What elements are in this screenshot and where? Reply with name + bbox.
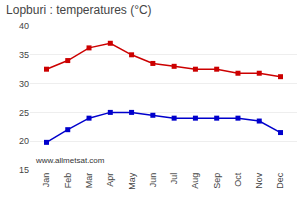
svg-text:Jun: Jun (148, 173, 158, 188)
svg-text:40: 40 (19, 21, 29, 31)
svg-text:Lopburi : temperatures (°C): Lopburi : temperatures (°C) (6, 3, 152, 17)
svg-text:May: May (127, 172, 137, 190)
svg-text:Oct: Oct (233, 172, 243, 187)
svg-text:Dec: Dec (275, 172, 285, 189)
svg-text:25: 25 (19, 108, 29, 118)
svg-text:30: 30 (19, 79, 29, 89)
svg-text:35: 35 (19, 50, 29, 60)
svg-text:Jan: Jan (41, 173, 51, 188)
svg-text:20: 20 (19, 136, 29, 146)
svg-text:Aug: Aug (190, 173, 200, 189)
svg-text:www.allmetsat.com: www.allmetsat.com (35, 156, 105, 165)
svg-text:Apr: Apr (105, 173, 115, 187)
svg-text:15: 15 (19, 165, 29, 175)
svg-text:Feb: Feb (63, 173, 73, 189)
svg-text:Nov: Nov (254, 172, 264, 189)
svg-text:Mar: Mar (84, 173, 94, 189)
svg-text:Jul: Jul (169, 173, 179, 185)
svg-text:Sep: Sep (212, 173, 222, 189)
